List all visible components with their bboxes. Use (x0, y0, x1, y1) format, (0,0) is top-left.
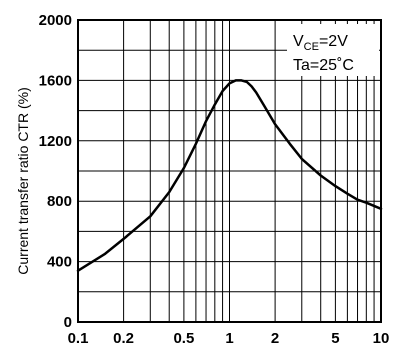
annotation-vce-symbol: V (293, 33, 304, 50)
x-tick-label: 10 (373, 330, 390, 347)
x-tick-label: 0.1 (68, 330, 89, 347)
x-tick-label: 1 (225, 330, 233, 347)
x-tick-label: 5 (331, 330, 339, 347)
annotation-background (287, 24, 379, 76)
y-tick-label: 1600 (39, 72, 72, 89)
y-axis-label: Current transfer ratio CTR (%) (15, 87, 31, 274)
plot-frame (77, 19, 382, 323)
annotation-vce: VCE=2V (293, 33, 348, 53)
annotation-vce-value: =2V (319, 33, 348, 50)
x-tick-label: 0.5 (173, 330, 194, 347)
y-tick-label: 400 (47, 254, 72, 271)
y-tick-label: 800 (47, 193, 72, 210)
y-tick-label: 0 (64, 314, 72, 331)
y-tick-label: 2000 (39, 12, 72, 29)
annotation-ta: Ta=25˚C (293, 57, 354, 74)
tick-labels: 0.1 0.2 0.5 1 2 5 10 0 400 800 1200 1600 2000 (39, 12, 390, 347)
x-tick-label: 2 (271, 330, 279, 347)
y-tick-label: 1200 (39, 133, 72, 150)
plot-area (76, 79, 383, 272)
annotation-vce-subscript: CE (304, 41, 319, 53)
series-line-0 (76, 79, 383, 272)
x-tick-label: 0.2 (113, 330, 134, 347)
